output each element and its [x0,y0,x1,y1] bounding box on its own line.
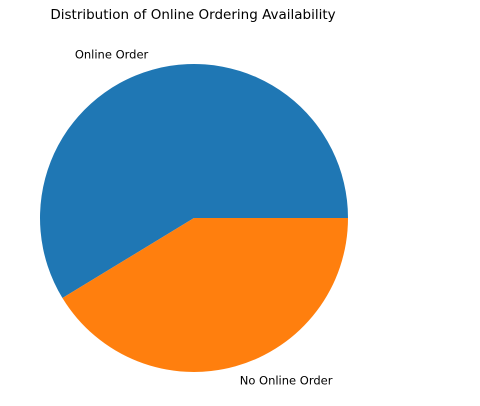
pie-slices [40,64,348,373]
pie-labels: Online Order No Online Order [75,47,333,387]
pie-slice-no-online-order [62,218,348,373]
slice-label-no-online-order: No Online Order [240,374,333,388]
slice-label-online-order: Online Order [75,47,149,61]
chart-title: Distribution of Online Ordering Availabi… [50,7,335,23]
pie-slice-online-order [40,64,348,299]
